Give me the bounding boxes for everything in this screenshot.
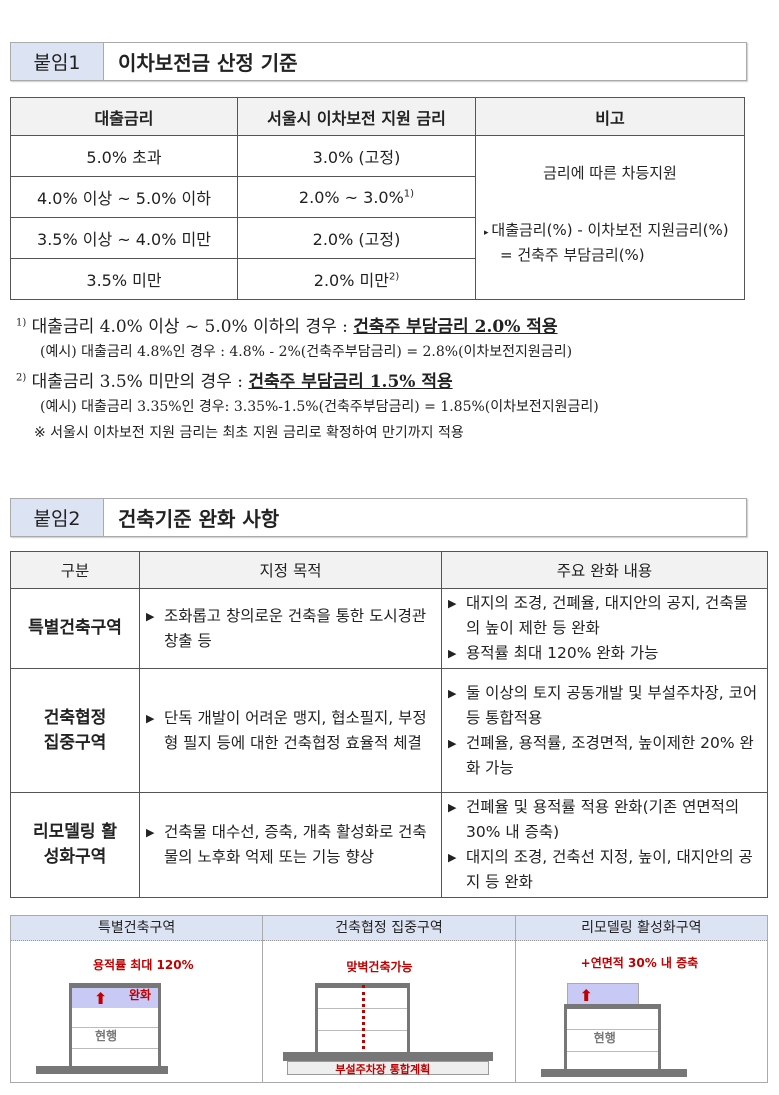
relief: ▶ 건폐율 및 용적률 적용 완화(기존 연면적의 30% 내 증축) ▶ 대지의 조… (441, 792, 768, 898)
zone-name: 특별건축구역 (10, 588, 140, 669)
footnote: 1) 대출금리 4.0% 이상 ~ 5.0% 이하의 경우 : 건축주 부담금리… (16, 317, 558, 337)
relief-floor (72, 988, 158, 1008)
support-rate: 2.0% (고정) (237, 217, 476, 259)
col-header: 지정 목적 (139, 551, 442, 589)
party-wall-line (362, 985, 366, 1055)
parking-label: 부설주차장 통합계획 (335, 1063, 431, 1076)
footnote: 2) 대출금리 3.5% 미만의 경우 : 건축주 부담금리 1.5% 적용 (16, 372, 453, 392)
relief: ▶ 둘 이상의 토지 공동개발 및 부설주차장, 코어 등 통합적용 ▶ 건폐율, 용… (441, 668, 768, 793)
diagram-title: 리모델링 활성화구역 (515, 916, 767, 941)
ground (540, 1069, 687, 1077)
loan-rate: 4.0% 이상 ~ 5.0% 이하 (10, 176, 238, 218)
diagram-label: +연면적 30% 내 증축 (580, 956, 699, 970)
diagram-agreement-zone: 건축협정 집중구역 맞벽건축가능 부설주차장 통합계획 (263, 916, 516, 1082)
col-header: 비고 (475, 97, 745, 136)
table-row: 4.0% 이상 ~ 5.0% 이하 2.0% ~ 3.0%1) (10, 176, 745, 218)
support-rate: 2.0% ~ 3.0%1) (237, 176, 476, 218)
section2-header: 붙임2 건축기준 완화 사항 (10, 498, 747, 537)
footnote-example: (예시) 대출금리 4.8%인 경우 : 4.8% - 2%(건축주부담금리) … (40, 344, 573, 360)
ground (283, 1052, 494, 1061)
section-title: 건축기준 완화 사항 (118, 507, 280, 531)
table-row: 리모델링 활성화구역 ▶ 건축물 대수선, 증축, 개축 활성화로 건축물의 노후… (10, 792, 768, 898)
loan-rate: 3.5% 미만 (10, 258, 238, 300)
purpose: ▶ 조화롭고 창의로운 건축을 통한 도시경관 창출 등 (139, 588, 442, 669)
table-row: 3.5% 이상 ~ 4.0% 미만 2.0% (고정) (10, 217, 745, 259)
section-title: 이차보전금 산정 기준 (118, 51, 298, 75)
diagram-special-zone: 특별건축구역 용적률 최대 120% 완화 ⬆ 현행 (11, 916, 264, 1082)
support-rate: 2.0% 미만2) (237, 258, 476, 300)
arrow-up-icon: ⬆ (579, 986, 594, 1005)
section-label: 붙임1 (11, 43, 104, 80)
purpose: ▶ 건축물 대수선, 증축, 개축 활성화로 건축물의 노후화 억제 또는 기능 … (139, 792, 442, 898)
col-header: 주요 완화 내용 (441, 551, 768, 589)
diagram-remodeling-zone: 리모델링 활성화구역 +연면적 30% 내 증축 ⬆ 현행 (515, 916, 767, 1082)
footnote-remark: ※ 서울시 이차보전 지원 금리는 최초 지원 금리로 확정하여 만기까지 적용 (34, 425, 464, 441)
diagram-label: 맞벽건축가능 (346, 960, 413, 974)
remark-cell: 금리에 따른 차등지원 ▸ 대출금리(%) - 이차보전 지원금리(%) = 건축… (475, 135, 745, 300)
diagram-title: 특별건축구역 (11, 916, 263, 941)
col-header: 구분 (10, 551, 140, 589)
loan-rate: 3.5% 이상 ~ 4.0% 미만 (10, 217, 238, 259)
section1-header: 붙임1 이차보전금 산정 기준 (10, 42, 747, 81)
remark-main: 금리에 따른 차등지원 (543, 164, 677, 182)
table-row: 건축협정 집중구역 ▶ 단독 개발이 어려운 맹지, 협소필지, 부정형 필지 등… (10, 668, 768, 793)
section-label: 붙임2 (11, 499, 104, 536)
ground (36, 1066, 168, 1074)
zone-name: 건축협정 집중구역 (10, 668, 140, 793)
relief: ▶ 대지의 조경, 건폐율, 대지안의 공지, 건축물의 높이 제한 등 완화 ▶ 용… (441, 588, 768, 669)
table-row: 특별건축구역 ▶ 조화롭고 창의로운 건축을 통한 도시경관 창출 등 ▶ 대지의 … (10, 588, 768, 669)
diagram-label: 용적률 최대 120% (93, 958, 194, 972)
arrow-up-icon: ⬆ (94, 989, 108, 1008)
current-label: 현행 (95, 1029, 118, 1043)
zone-diagrams: 특별건축구역 용적률 최대 120% 완화 ⬆ 현행 건축협정 집중구역 맞벽건… (10, 915, 768, 1083)
table-row: 5.0% 초과 3.0% (고정) 금리에 따른 차등지원 ▸ 대출금리(%) -… (10, 135, 745, 300)
extension-floor (566, 983, 639, 1005)
col-header: 대출금리 (10, 97, 238, 136)
relief-table: 구분 지정 목적 주요 완화 내용 특별건축구역 ▶ 조화롭고 창의로운 건축을 통한… (10, 551, 768, 898)
col-header: 서울시 이차보전 지원 금리 (237, 97, 476, 136)
purpose: ▶ 단독 개발이 어려운 맹지, 협소필지, 부정형 필지 등에 대한 건축협정 … (139, 668, 442, 793)
current-label: 현행 (593, 1031, 616, 1045)
remark-formula: ▸ 대출금리(%) - 이차보전 지원금리(%) = 건축주 부담금리(%) (484, 221, 729, 264)
support-rate: 3.0% (고정) (237, 135, 476, 177)
loan-rate: 5.0% 초과 (10, 135, 238, 177)
footnotes: 1) 대출금리 4.0% 이상 ~ 5.0% 이하의 경우 : 건축주 부담금리… (16, 312, 766, 442)
interest-table: 대출금리 서울시 이차보전 지원 금리 비고 5.0% 초과 3.0% (고정) 금리… (10, 97, 745, 300)
diagram-title: 건축협정 집중구역 (263, 916, 515, 941)
zone-name: 리모델링 활성화구역 (10, 792, 140, 898)
relief-tag: 완화 (129, 988, 152, 1002)
table-row: 3.5% 미만 2.0% 미만2) (10, 258, 745, 300)
parking-base (287, 1061, 490, 1075)
footnote-example: (예시) 대출금리 3.35%인 경우: 3.35%-1.5%(건축주부담금리)… (40, 399, 599, 415)
